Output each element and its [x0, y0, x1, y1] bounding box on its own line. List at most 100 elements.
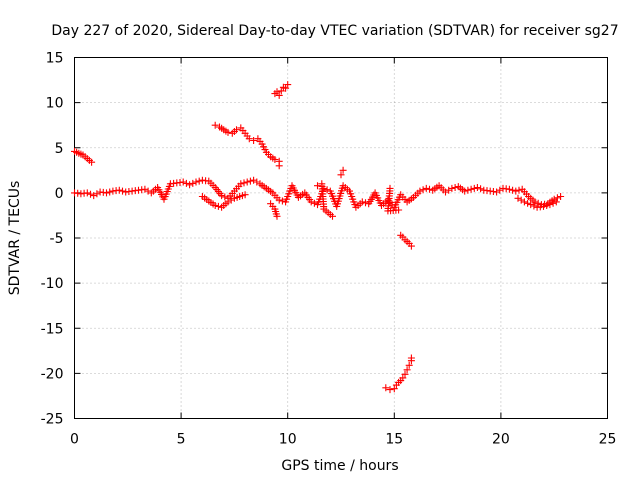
data-point-lower-ripple — [211, 202, 219, 209]
y-tick-label: 5 — [55, 141, 64, 157]
y-tick-label: 0 — [55, 186, 64, 202]
data-point-scatter-drops — [337, 171, 345, 179]
data-point-main-band — [477, 185, 485, 193]
y-tick-label: -20 — [41, 366, 64, 382]
data-point-scatter-drops — [314, 182, 321, 190]
data-point-main-band — [192, 178, 200, 186]
data-point-scatter-drops — [273, 212, 281, 220]
data-point-lower-ripple — [520, 198, 528, 206]
data-point-deep-negative — [403, 366, 411, 374]
data-point-arc-7-to-9 — [245, 135, 253, 143]
data-point-dip-15-16 — [407, 242, 415, 250]
data-point-lower-ripple — [517, 196, 525, 204]
data-point-spike-10h — [273, 88, 281, 96]
data-point-lower-ripple — [514, 194, 522, 202]
x-axis: 0 5 10 15 20 25 — [70, 57, 617, 448]
data-point-spike-10h — [277, 87, 285, 95]
data-point-lower-ripple — [527, 201, 535, 209]
data-point-main-band — [505, 185, 513, 193]
x-tick-label: 5 — [177, 432, 186, 448]
data-point-main-band — [509, 186, 517, 194]
y-tick-label: -25 — [41, 412, 64, 428]
data-point-arc-7-to-9 — [233, 126, 240, 134]
data-point-lower-ripple — [241, 191, 249, 199]
data-point-deep-negative — [401, 370, 409, 378]
data-point-main-band — [106, 188, 114, 196]
y-axis-label: SDTVAR / TECUs — [7, 181, 23, 296]
data-point-arc-7-to-9 — [211, 121, 219, 129]
data-point-main-band — [243, 178, 251, 186]
y-axis: -25 -20 -15 -10 -5 0 5 10 15 — [41, 51, 608, 428]
data-point-early-positive — [88, 158, 96, 166]
data-point-main-band — [87, 190, 94, 198]
data-point-deep-negative — [386, 386, 394, 394]
data-point-main-band — [221, 193, 229, 201]
data-point-deep-negative — [390, 385, 398, 393]
x-tick-label: 20 — [492, 432, 510, 448]
data-point-main-band — [195, 177, 203, 185]
data-point-main-band — [470, 184, 478, 192]
data-point-main-band — [362, 199, 369, 207]
data-point-main-band — [422, 184, 430, 192]
data-point-main-band — [275, 196, 283, 204]
data-point-main-band — [512, 187, 520, 195]
data-point-lower-ripple — [530, 202, 538, 210]
data-point-main-band — [253, 178, 261, 186]
data-point-main-band — [119, 187, 126, 195]
data-point-main-band — [323, 186, 331, 194]
y-tick-label: -5 — [50, 231, 64, 247]
data-point-main-band — [307, 198, 315, 206]
data-point-main-band — [310, 199, 318, 207]
x-tick-label: 10 — [279, 432, 297, 448]
data-point-main-band — [189, 179, 197, 187]
data-point-lower-ripple — [540, 202, 547, 210]
data-point-scatter-drops — [395, 206, 403, 214]
data-point-main-band — [534, 199, 542, 207]
y-tick-label: -15 — [41, 321, 64, 337]
x-tick-label: 15 — [385, 432, 403, 448]
data-point-deep-negative — [399, 374, 407, 382]
x-tick-label: 25 — [599, 432, 617, 448]
data-point-main-band — [467, 185, 475, 193]
chart-title: Day 227 of 2020, Sidereal Day-to-day VTE… — [51, 23, 618, 39]
data-point-main-band — [115, 186, 123, 194]
data-point-main-band — [186, 181, 194, 189]
data-point-main-band — [473, 184, 481, 191]
data-point-lower-ripple — [214, 202, 222, 210]
data-point-arc-7-to-9 — [275, 162, 283, 170]
data-point-spike-10h — [284, 81, 292, 89]
data-point-spike-10h — [282, 84, 290, 92]
data-point-main-band — [496, 186, 504, 194]
data-point-main-band — [464, 186, 472, 194]
data-point-main-band — [557, 193, 565, 200]
data-point-main-band — [426, 185, 433, 193]
data-point-main-band — [141, 185, 149, 193]
data-point-arc-7-to-9 — [224, 128, 232, 136]
y-tick-label: 10 — [46, 96, 64, 112]
x-axis-label: GPS time / hours — [281, 458, 398, 474]
data-point-lower-ripple — [552, 198, 560, 206]
data-point-main-band — [83, 189, 91, 197]
data-point-main-band — [240, 179, 248, 187]
data-point-main-band — [218, 192, 226, 200]
data-point-arc-7-to-9 — [250, 137, 258, 144]
data-point-lower-ripple — [543, 202, 551, 209]
plot-frame — [74, 57, 608, 419]
data-point-main-band — [278, 197, 286, 205]
data-point-deep-negative — [407, 354, 415, 362]
data-point-spike-10h — [275, 91, 283, 99]
data-point-main-band — [237, 180, 245, 188]
data-point-main-band — [493, 188, 501, 196]
data-point-main-band — [451, 184, 459, 191]
data-points — [71, 81, 565, 394]
data-point-scatter-drops — [329, 212, 336, 220]
data-point-main-band — [103, 189, 110, 197]
data-point-main-band — [358, 198, 366, 206]
data-point-main-band — [461, 187, 469, 195]
y-tick-label: 15 — [46, 51, 64, 67]
x-tick-label: 0 — [70, 432, 79, 448]
data-point-main-band — [419, 186, 427, 194]
data-point-lower-ripple — [524, 199, 532, 207]
data-point-main-band — [93, 190, 101, 198]
